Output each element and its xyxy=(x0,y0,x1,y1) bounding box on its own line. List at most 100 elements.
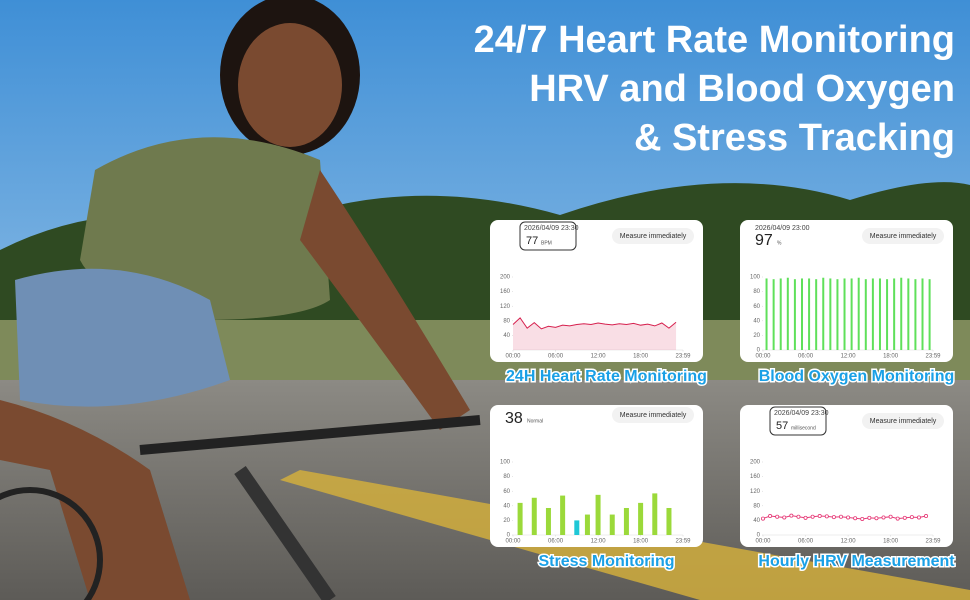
point xyxy=(895,516,900,521)
chart-card: Hourly HRV Measurement 2026/04/09 23:30 57… xyxy=(740,405,957,572)
point xyxy=(909,515,914,520)
measure-button-label: Measure immediately xyxy=(870,418,937,425)
x-tick-label: 12:00 xyxy=(591,354,607,360)
bar xyxy=(545,507,551,535)
reading-box xyxy=(769,406,827,436)
measure-button[interactable] xyxy=(862,413,944,429)
bar xyxy=(609,514,615,535)
point xyxy=(867,515,872,520)
bar xyxy=(531,497,537,535)
y-tick-label: 100 xyxy=(500,460,511,466)
bar xyxy=(623,507,629,535)
bar xyxy=(815,279,818,350)
point xyxy=(916,515,921,520)
y-tick-label: 200 xyxy=(500,275,511,281)
card xyxy=(490,405,703,547)
bar xyxy=(786,277,789,350)
point xyxy=(881,515,886,520)
x-tick-label: 23:59 xyxy=(925,354,941,360)
measure-button[interactable] xyxy=(612,407,694,423)
y-tick-label: 0 xyxy=(757,348,761,354)
y-tick-label: 160 xyxy=(500,289,511,295)
bar xyxy=(928,279,931,350)
bar xyxy=(886,279,889,350)
headline: & Stress Tracking xyxy=(634,117,955,159)
bar xyxy=(808,278,811,350)
point xyxy=(888,514,893,519)
point xyxy=(796,514,801,519)
x-tick-label: 18:00 xyxy=(633,539,649,545)
y-tick-label: 80 xyxy=(753,289,760,295)
bar xyxy=(666,507,672,535)
x-tick-label: 23:59 xyxy=(925,539,941,545)
bar xyxy=(595,494,601,535)
measure-button-label: Measure immediately xyxy=(620,412,687,419)
bar xyxy=(800,278,803,350)
y-tick-label: 0 xyxy=(757,533,761,539)
reading: 38 xyxy=(505,410,523,427)
bar xyxy=(921,278,924,350)
x-tick-label: 18:00 xyxy=(633,354,649,360)
point xyxy=(789,513,794,518)
x-tick-label: 06:00 xyxy=(798,539,814,545)
y-tick-label: 0 xyxy=(507,533,511,539)
bar xyxy=(584,514,590,535)
x-tick-label: 00:00 xyxy=(755,539,771,545)
reading-box xyxy=(519,221,577,251)
bar xyxy=(836,279,839,350)
chart-caption: Blood Oxygen Monitoring xyxy=(759,368,955,385)
bar xyxy=(772,279,775,350)
card xyxy=(740,220,953,362)
point xyxy=(803,515,808,520)
chart-caption: 24H Heart Rate Monitoring xyxy=(506,368,707,385)
point xyxy=(838,514,843,519)
point xyxy=(817,514,822,519)
point xyxy=(924,514,929,519)
point xyxy=(761,516,766,521)
timestamp: 2026/04/09 23:30 xyxy=(774,410,829,417)
bar xyxy=(638,502,644,535)
bar xyxy=(822,277,825,350)
bar xyxy=(574,520,580,535)
bar xyxy=(829,278,832,350)
point xyxy=(824,514,829,519)
point xyxy=(860,516,865,521)
bar xyxy=(560,495,566,535)
bar xyxy=(857,277,860,350)
card xyxy=(490,220,703,362)
x-tick-label: 12:00 xyxy=(591,539,607,545)
x-tick-label: 00:00 xyxy=(505,354,521,360)
bar xyxy=(850,278,853,350)
chart-caption: Stress Monitoring xyxy=(538,553,674,570)
line xyxy=(512,317,677,330)
y-tick-label: 80 xyxy=(503,318,510,324)
bar xyxy=(793,279,796,350)
point xyxy=(902,515,907,520)
measure-button[interactable] xyxy=(862,228,944,244)
reading-unit: millisecond xyxy=(791,425,816,431)
y-tick-label: 60 xyxy=(503,489,510,495)
chart-card: Blood Oxygen Monitoring 2026/04/09 23:009… xyxy=(740,220,956,387)
point xyxy=(768,514,773,519)
reading: 77 xyxy=(526,235,538,247)
y-tick-label: 80 xyxy=(503,474,510,480)
bar xyxy=(914,279,917,350)
x-tick-label: 23:59 xyxy=(675,539,691,545)
x-tick-label: 06:00 xyxy=(798,354,814,360)
area xyxy=(513,317,677,350)
measure-button[interactable] xyxy=(612,228,694,244)
point xyxy=(831,515,836,520)
x-tick-label: 00:00 xyxy=(505,539,521,545)
bar xyxy=(893,278,896,350)
measure-button-label: Measure immediately xyxy=(870,233,937,240)
point xyxy=(846,515,851,520)
bar xyxy=(878,278,881,350)
x-tick-label: 06:00 xyxy=(548,539,564,545)
reading: 97 xyxy=(755,232,773,249)
card xyxy=(740,405,953,547)
bar xyxy=(652,493,658,535)
reading: 57 xyxy=(776,420,788,432)
chart-card: 24H Heart Rate Monitoring 2026/04/09 23:3… xyxy=(490,220,708,387)
